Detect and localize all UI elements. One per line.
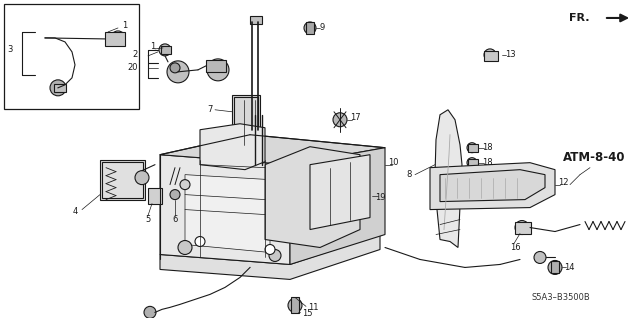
Circle shape <box>159 44 171 56</box>
Circle shape <box>167 61 189 83</box>
Polygon shape <box>160 234 380 279</box>
Circle shape <box>207 59 229 81</box>
Circle shape <box>288 298 302 312</box>
Text: 15: 15 <box>302 309 312 318</box>
Circle shape <box>265 244 275 255</box>
Circle shape <box>484 49 496 61</box>
Text: 2: 2 <box>132 50 138 59</box>
Polygon shape <box>160 135 385 165</box>
Text: 8: 8 <box>406 170 412 179</box>
Circle shape <box>195 236 205 247</box>
Polygon shape <box>200 124 265 170</box>
Text: 9: 9 <box>320 23 325 33</box>
Bar <box>161 46 171 54</box>
Bar <box>148 188 162 204</box>
Text: 12: 12 <box>558 178 568 187</box>
Circle shape <box>178 241 192 255</box>
Circle shape <box>534 251 546 263</box>
Bar <box>306 22 314 34</box>
Text: 3: 3 <box>7 45 13 55</box>
Circle shape <box>467 143 477 153</box>
Polygon shape <box>310 155 370 230</box>
Text: S5A3–B3500B: S5A3–B3500B <box>531 293 590 302</box>
Bar <box>105 32 125 46</box>
Polygon shape <box>290 148 385 264</box>
Text: ATM-8-40: ATM-8-40 <box>563 151 625 164</box>
Bar <box>54 84 66 92</box>
Bar <box>234 97 258 148</box>
Bar <box>4 4 139 109</box>
Text: 6: 6 <box>172 215 178 224</box>
Text: 5: 5 <box>145 215 150 224</box>
Circle shape <box>333 113 347 127</box>
Text: FR.: FR. <box>570 13 590 23</box>
Text: 20: 20 <box>127 63 138 72</box>
Text: 10: 10 <box>388 158 399 167</box>
Circle shape <box>269 249 281 262</box>
Circle shape <box>50 80 66 96</box>
Circle shape <box>170 63 180 73</box>
Polygon shape <box>440 170 545 202</box>
Polygon shape <box>185 174 270 252</box>
Circle shape <box>170 189 180 200</box>
Circle shape <box>144 306 156 318</box>
Bar <box>100 160 145 200</box>
Circle shape <box>515 220 529 234</box>
Text: 14: 14 <box>564 263 575 272</box>
Text: 19: 19 <box>375 193 385 202</box>
Polygon shape <box>160 155 290 264</box>
Text: 18: 18 <box>482 158 493 167</box>
Circle shape <box>111 31 125 45</box>
Circle shape <box>210 61 220 71</box>
Text: 18: 18 <box>482 143 493 152</box>
Text: 13: 13 <box>505 50 516 59</box>
Polygon shape <box>430 163 555 210</box>
Bar <box>206 60 226 72</box>
Bar <box>250 16 262 24</box>
Circle shape <box>548 261 562 274</box>
Bar <box>102 162 143 197</box>
Text: 17: 17 <box>350 113 360 122</box>
Bar <box>232 95 260 150</box>
Text: 4: 4 <box>73 207 78 216</box>
Polygon shape <box>265 147 360 248</box>
Circle shape <box>135 171 149 185</box>
Bar <box>468 144 478 152</box>
Circle shape <box>180 180 190 189</box>
Polygon shape <box>435 110 462 248</box>
Bar <box>484 51 498 61</box>
Text: 16: 16 <box>510 243 520 252</box>
Text: 7: 7 <box>207 105 213 114</box>
Bar <box>468 159 478 167</box>
Text: 1: 1 <box>122 21 127 30</box>
Circle shape <box>467 158 477 168</box>
Text: 1: 1 <box>150 42 156 51</box>
Bar <box>515 222 531 234</box>
Circle shape <box>304 22 316 34</box>
Bar <box>551 262 559 273</box>
Text: 11: 11 <box>308 303 319 312</box>
Bar <box>291 297 299 313</box>
